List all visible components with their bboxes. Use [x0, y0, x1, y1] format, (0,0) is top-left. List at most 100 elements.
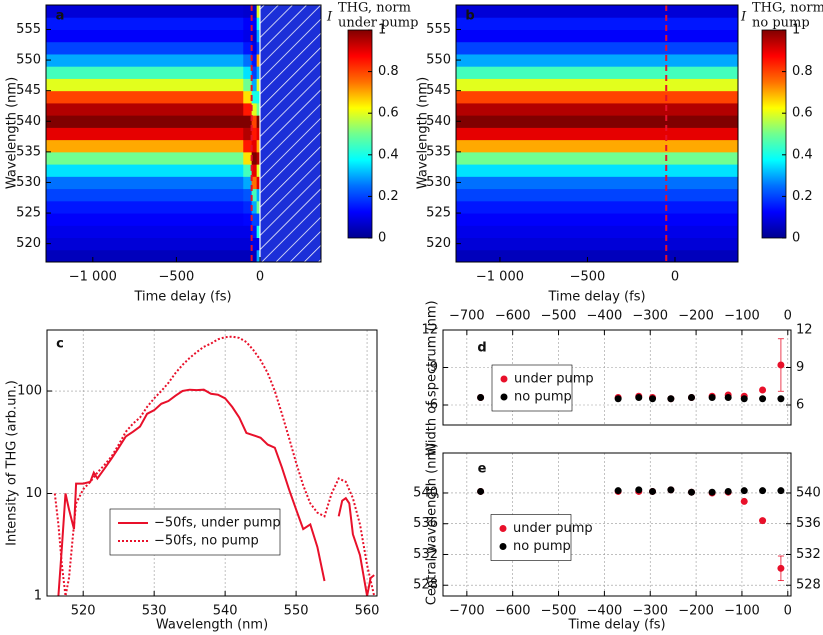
y-tick-label: 525	[16, 206, 41, 221]
y-tick-label: 528	[413, 578, 438, 593]
y-tick-label: 535	[16, 144, 41, 159]
legend-label: −50fs, no pump	[154, 534, 259, 549]
colorbar-sub: no pump	[752, 16, 810, 31]
colorbar-tick-label: 0	[378, 231, 386, 246]
point	[777, 487, 785, 495]
heatmap-cell	[243, 53, 253, 67]
heatmap-cell	[251, 5, 258, 18]
x-tick-label: 0	[784, 309, 792, 324]
heatmap-cell	[46, 53, 244, 67]
y-axis-label: Central wavelength (nm)	[425, 443, 440, 605]
point	[777, 395, 785, 403]
colorbar-tick-label: 0.4	[792, 147, 813, 162]
point	[614, 395, 622, 403]
heatmap-cell	[256, 17, 261, 30]
legend-swatch	[500, 393, 508, 401]
heatmap-cell	[251, 115, 258, 128]
colorbar-tick-label: 0.2	[378, 189, 399, 204]
point	[777, 361, 785, 369]
heatmap-cell	[46, 90, 244, 104]
colorbar	[761, 29, 787, 239]
heatmap-cell	[243, 249, 253, 263]
point	[708, 488, 716, 496]
heatmap-cell	[251, 90, 258, 104]
heatmap-cell	[251, 66, 258, 79]
y-tick-label: 6	[430, 398, 438, 413]
plot-frame	[442, 329, 792, 426]
heatmap-cell	[256, 164, 261, 177]
y-tick-label: 525	[426, 206, 451, 221]
heatmap-cell	[256, 249, 261, 263]
heatmap-cell	[456, 151, 739, 165]
x-tick-label: −400	[587, 604, 623, 619]
y-tick-label: 520	[426, 236, 451, 251]
y-axis-label: Intensity of THG (arb.un.)	[5, 380, 20, 546]
y-tick-label: 540	[16, 114, 41, 129]
heatmap-cell	[251, 249, 258, 263]
heatmap-cell	[243, 213, 253, 226]
heatmap-cell	[456, 225, 739, 239]
heatmap-cell	[256, 139, 261, 153]
heatmap-cell	[251, 139, 258, 153]
heatmap-cell	[243, 139, 253, 153]
point	[688, 488, 696, 496]
heatmap-cell	[243, 66, 253, 79]
heatmap-cell	[251, 188, 258, 202]
legend-label: −50fs, under pump	[154, 516, 281, 531]
heatmap-cell	[46, 5, 244, 18]
heatmap-cell	[243, 176, 253, 190]
point	[649, 395, 657, 403]
heatmap-cell	[456, 17, 739, 30]
x-axis-label: Time delay (fs)	[133, 290, 231, 305]
x-tick-label: 560	[355, 604, 380, 619]
heatmap-cell	[256, 102, 261, 116]
heatmap-cell	[251, 200, 258, 214]
heatmap-cell	[46, 188, 244, 202]
heatmap-cell	[251, 29, 258, 43]
heatmap-cell	[456, 188, 739, 202]
y-tick-label-right: 532	[796, 547, 821, 562]
heatmap-cell	[251, 213, 258, 226]
heatmap-cell	[251, 164, 258, 177]
heatmap-cell	[46, 102, 244, 116]
heatmap-cell	[243, 102, 253, 116]
heatmap-cell	[46, 66, 244, 79]
point	[708, 394, 716, 401]
panel-label-bg	[52, 333, 70, 355]
heatmap-cell	[456, 5, 739, 18]
heatmap-cell	[456, 249, 739, 263]
heatmap-cell	[46, 249, 244, 263]
heatmap-cell	[456, 213, 739, 226]
heatmap-cell	[243, 115, 253, 128]
colorbar-sup: THG, norm	[338, 1, 411, 16]
panel-label: a	[56, 9, 65, 24]
heatmap-cell	[456, 200, 739, 214]
y-tick-label: 530	[426, 175, 451, 190]
x-tick-label: 540	[213, 604, 238, 619]
y-tick-label: 532	[413, 547, 438, 562]
point	[759, 517, 767, 525]
heatmap-cell	[256, 115, 261, 128]
y-tick-label: 10	[25, 486, 42, 501]
x-tick-label: −300	[632, 604, 668, 619]
heatmap-cell	[251, 102, 258, 116]
heatmap-cell	[256, 5, 261, 18]
heatmap-cell	[456, 139, 739, 153]
heatmap-cell	[456, 66, 739, 79]
heatmap-cell	[243, 78, 253, 92]
heatmap-cell	[46, 164, 244, 177]
plot-frame	[46, 329, 378, 597]
point	[614, 487, 622, 495]
heatmap-cell	[243, 29, 253, 43]
x-tick-label: −500	[541, 604, 577, 619]
heatmap-cell	[251, 237, 258, 251]
heatmap-cell	[256, 188, 261, 202]
y-tick-label: 536	[413, 516, 438, 531]
legend-label: under pump	[513, 521, 593, 536]
x-tick-label: −1 000	[69, 270, 117, 285]
point	[740, 487, 748, 495]
heatmap-cell	[251, 225, 258, 239]
heatmap-cell	[46, 127, 244, 141]
heatmap-cell	[456, 115, 739, 128]
